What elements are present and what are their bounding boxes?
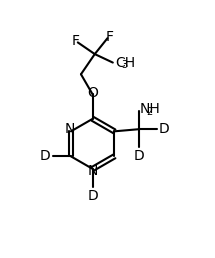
Text: N: N: [65, 122, 75, 136]
Text: 3: 3: [121, 60, 127, 70]
Text: D: D: [40, 149, 51, 163]
Text: N: N: [88, 164, 98, 178]
Text: D: D: [87, 189, 98, 203]
Text: 2: 2: [146, 107, 153, 117]
Text: CH: CH: [115, 55, 135, 70]
Text: D: D: [158, 122, 169, 136]
Text: NH: NH: [139, 102, 160, 116]
Text: O: O: [87, 86, 98, 100]
Text: F: F: [106, 30, 114, 44]
Text: F: F: [71, 34, 79, 48]
Text: D: D: [133, 149, 144, 163]
